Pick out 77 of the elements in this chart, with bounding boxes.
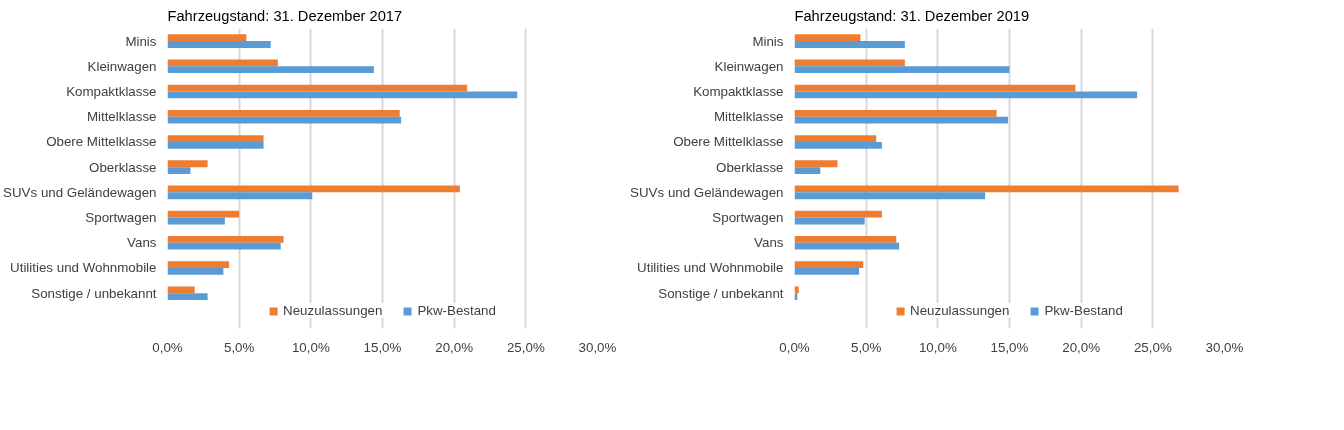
y-tick-label: Utilities und Wohnmobile [10, 260, 157, 276]
bar [167, 109, 400, 117]
bar [794, 167, 821, 174]
x-tick-label: 10,0% [918, 339, 957, 355]
bar [167, 41, 271, 48]
y-tick-label: Sonstige / unbekannt [658, 285, 784, 301]
bar [794, 41, 905, 48]
y-tick-label: Obere Mittelklasse [673, 134, 784, 150]
x-tick-label: 15,0% [990, 339, 1029, 355]
x-tick-label: 0,0% [779, 339, 810, 355]
legend-label: Neuzulassungen [910, 303, 1010, 318]
y-tick-label: Kleinwagen [87, 58, 157, 74]
bar [794, 235, 897, 243]
bar [794, 34, 861, 42]
bar [167, 242, 281, 250]
bar [167, 160, 208, 168]
y-tick-label: Oberklasse [716, 159, 784, 175]
x-tick-label: 20,0% [1062, 339, 1101, 355]
x-tick-label: 20,0% [435, 339, 474, 355]
y-tick-label: Oberklasse [89, 159, 157, 175]
y-tick-label: Mittelklasse [86, 109, 157, 125]
bar [167, 135, 264, 142]
y-tick-label: Kompaktklasse [66, 84, 157, 100]
bar [794, 135, 877, 142]
y-tick-label: Obere Mittelklasse [46, 134, 157, 150]
y-tick-label: Sportwagen [85, 210, 157, 226]
y-tick-label: Utilities und Wohnmobile [637, 260, 784, 276]
bar [167, 210, 240, 218]
bar [167, 84, 468, 92]
bar [794, 261, 864, 268]
bar [167, 116, 402, 124]
bar [794, 192, 986, 200]
bar [167, 167, 191, 174]
y-tick-label: Kompaktklasse [693, 84, 784, 100]
legend-label: Neuzulassungen [283, 303, 383, 318]
y-tick-label: SUVs und Geländewagen [3, 184, 157, 200]
bar [167, 286, 195, 294]
bar [794, 268, 859, 275]
y-tick-label: Minis [125, 33, 157, 49]
bar [794, 286, 799, 294]
x-tick-label: 25,0% [506, 339, 545, 355]
bar [167, 192, 313, 200]
x-tick-label: 5,0% [223, 339, 255, 355]
bar [167, 34, 247, 42]
y-tick-label: Sportwagen [712, 210, 784, 226]
bar [794, 109, 997, 117]
y-tick-label: SUVs und Geländewagen [630, 184, 784, 200]
x-tick-label: 15,0% [363, 339, 402, 355]
legend-label: Pkw-Bestand [1044, 303, 1123, 318]
chart-title: Fahrzeugstand: 31. Dezember 2019 [794, 7, 1030, 24]
bar [794, 116, 1009, 124]
x-tick-label: 25,0% [1133, 339, 1172, 355]
x-tick-label: 10,0% [291, 339, 330, 355]
y-tick-label: Minis [752, 33, 784, 49]
bar [167, 261, 230, 268]
y-tick-label: Kleinwagen [714, 58, 784, 74]
bar [794, 160, 838, 168]
bar [167, 66, 374, 74]
y-tick-label: Vans [127, 235, 157, 251]
bar [167, 235, 284, 243]
y-tick-label: Vans [754, 235, 784, 251]
bar [167, 141, 264, 149]
y-tick-label: Mittelklasse [713, 109, 784, 125]
x-tick-label: 5,0% [850, 339, 882, 355]
bar [167, 268, 224, 275]
bar [794, 242, 900, 250]
bar [794, 141, 882, 149]
bar [794, 210, 882, 218]
bar [794, 66, 1010, 74]
x-tick-label: 30,0% [1205, 339, 1244, 355]
legend-label: Pkw-Bestand [417, 303, 496, 318]
y-tick-label: Sonstige / unbekannt [31, 285, 157, 301]
bar [794, 84, 1076, 92]
x-tick-label: 0,0% [152, 339, 183, 355]
chart-title: Fahrzeugstand: 31. Dezember 2017 [167, 7, 403, 24]
bar [167, 293, 208, 301]
x-tick-label: 30,0% [578, 339, 617, 355]
